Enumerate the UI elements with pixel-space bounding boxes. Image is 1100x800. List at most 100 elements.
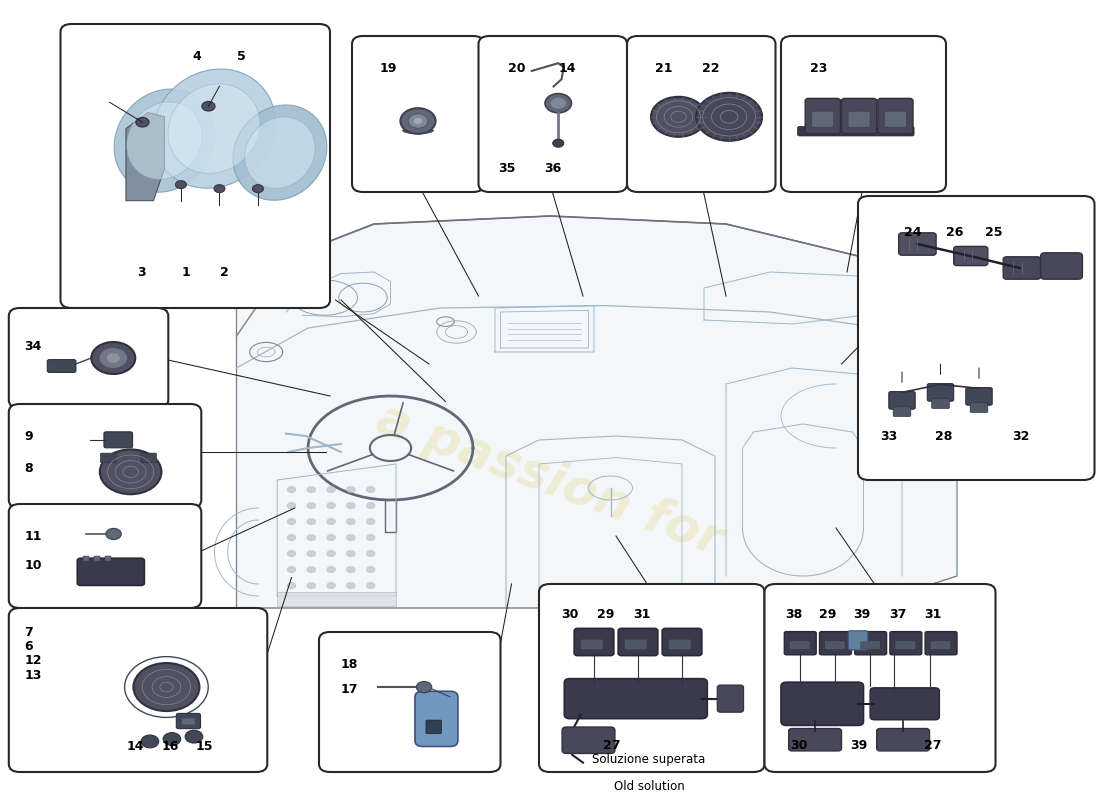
Text: 25: 25 <box>984 226 1002 238</box>
Text: Old solution: Old solution <box>614 780 684 793</box>
Text: 4: 4 <box>192 50 201 62</box>
Text: 27: 27 <box>603 739 620 752</box>
Text: 29: 29 <box>820 608 837 621</box>
FancyBboxPatch shape <box>141 453 156 462</box>
Polygon shape <box>126 113 165 201</box>
Circle shape <box>346 486 355 493</box>
Circle shape <box>307 566 316 573</box>
Circle shape <box>366 550 375 557</box>
Circle shape <box>346 582 355 589</box>
Text: 36: 36 <box>544 162 562 174</box>
Circle shape <box>346 566 355 573</box>
Circle shape <box>366 486 375 493</box>
Text: 29: 29 <box>597 608 615 621</box>
FancyBboxPatch shape <box>478 36 627 192</box>
Text: 24: 24 <box>904 226 922 238</box>
FancyBboxPatch shape <box>848 630 868 650</box>
FancyBboxPatch shape <box>820 632 851 654</box>
FancyBboxPatch shape <box>319 632 500 772</box>
FancyBboxPatch shape <box>781 682 864 726</box>
Ellipse shape <box>245 117 315 188</box>
Circle shape <box>202 102 215 111</box>
Text: 16: 16 <box>162 740 179 753</box>
FancyBboxPatch shape <box>842 98 877 134</box>
FancyBboxPatch shape <box>103 432 132 448</box>
Circle shape <box>327 518 336 525</box>
FancyBboxPatch shape <box>790 642 810 650</box>
Circle shape <box>176 181 187 189</box>
FancyBboxPatch shape <box>954 246 988 266</box>
FancyBboxPatch shape <box>893 407 911 416</box>
FancyBboxPatch shape <box>627 36 776 192</box>
Text: 23: 23 <box>810 62 827 74</box>
Circle shape <box>287 582 296 589</box>
Circle shape <box>327 502 336 509</box>
Circle shape <box>346 502 355 509</box>
FancyBboxPatch shape <box>100 453 116 462</box>
Ellipse shape <box>168 84 260 174</box>
Circle shape <box>366 518 375 525</box>
FancyBboxPatch shape <box>717 685 744 712</box>
Circle shape <box>99 347 128 368</box>
Text: 27: 27 <box>924 739 942 752</box>
FancyBboxPatch shape <box>931 642 950 650</box>
FancyBboxPatch shape <box>932 399 949 408</box>
Circle shape <box>346 518 355 525</box>
Text: 34: 34 <box>24 340 42 353</box>
Circle shape <box>553 139 564 147</box>
FancyBboxPatch shape <box>625 640 647 650</box>
FancyBboxPatch shape <box>9 404 201 508</box>
Text: 14: 14 <box>559 62 576 74</box>
Circle shape <box>651 97 706 137</box>
Circle shape <box>696 93 762 141</box>
Text: 21: 21 <box>654 62 672 74</box>
FancyBboxPatch shape <box>669 640 691 650</box>
Text: 38: 38 <box>785 608 803 621</box>
FancyBboxPatch shape <box>9 308 168 408</box>
Circle shape <box>546 94 572 113</box>
Circle shape <box>307 486 316 493</box>
Circle shape <box>327 566 336 573</box>
FancyBboxPatch shape <box>781 36 946 192</box>
Circle shape <box>551 98 566 109</box>
Text: 28: 28 <box>935 430 953 442</box>
Circle shape <box>408 114 428 128</box>
FancyBboxPatch shape <box>9 504 201 608</box>
FancyBboxPatch shape <box>574 629 614 656</box>
Circle shape <box>327 534 336 541</box>
Circle shape <box>307 502 316 509</box>
FancyBboxPatch shape <box>784 632 816 654</box>
FancyBboxPatch shape <box>581 640 603 650</box>
Circle shape <box>106 528 121 540</box>
Circle shape <box>307 534 316 541</box>
Polygon shape <box>277 592 396 606</box>
Text: 30: 30 <box>561 608 579 621</box>
Ellipse shape <box>403 127 433 134</box>
Text: 31: 31 <box>634 608 651 621</box>
Circle shape <box>163 733 180 746</box>
Text: 14: 14 <box>126 740 144 753</box>
FancyBboxPatch shape <box>564 678 707 718</box>
FancyBboxPatch shape <box>618 629 658 656</box>
Text: 31: 31 <box>924 608 942 621</box>
FancyBboxPatch shape <box>825 642 845 650</box>
FancyBboxPatch shape <box>858 196 1094 480</box>
Text: 10: 10 <box>24 559 42 572</box>
Bar <box>94 556 100 561</box>
Circle shape <box>252 185 264 193</box>
FancyBboxPatch shape <box>805 98 840 134</box>
Circle shape <box>287 518 296 525</box>
Text: 35: 35 <box>498 162 516 174</box>
FancyBboxPatch shape <box>878 98 913 134</box>
FancyBboxPatch shape <box>927 384 954 402</box>
Circle shape <box>287 502 296 509</box>
FancyBboxPatch shape <box>9 608 267 772</box>
Text: 15: 15 <box>196 740 213 753</box>
Ellipse shape <box>153 69 275 188</box>
Bar <box>104 556 111 561</box>
FancyBboxPatch shape <box>848 111 870 127</box>
Circle shape <box>185 730 202 743</box>
FancyBboxPatch shape <box>855 632 887 654</box>
Circle shape <box>287 534 296 541</box>
Circle shape <box>136 118 150 127</box>
